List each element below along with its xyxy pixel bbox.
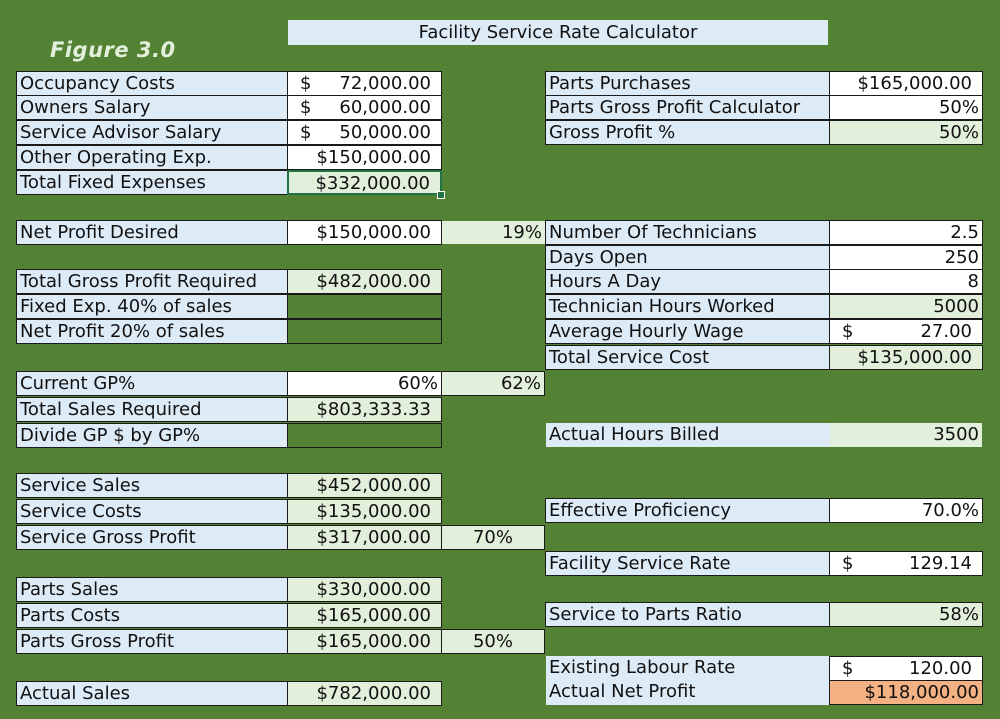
label-total-service-cost[interactable]: Total Service Cost [545, 345, 831, 370]
value-total-gross-profit-required[interactable]: $482,000.00 [287, 269, 442, 294]
calculator-title: Facility Service Rate Calculator [288, 20, 828, 45]
label-days-open[interactable]: Days Open [545, 245, 831, 270]
value-effective-proficiency[interactable]: 70.0% [829, 498, 983, 523]
label-service-gross-profit[interactable]: Service Gross Profit [16, 525, 289, 550]
currency-symbol: $ [842, 658, 854, 679]
label-total-sales-required[interactable]: Total Sales Required [16, 397, 289, 422]
currency-symbol: $ [300, 122, 312, 143]
label-facility-service-rate[interactable]: Facility Service Rate [545, 551, 831, 576]
value-total-sales-required[interactable]: $803,333.33 [287, 397, 442, 422]
value-service-gross-profit[interactable]: $317,000.00 [287, 525, 442, 550]
label-actual-net-profit[interactable]: Actual Net Profit [546, 680, 830, 705]
value-net-profit-desired[interactable]: $150,000.00 [287, 220, 442, 245]
value-current-gp[interactable]: 60% [287, 371, 442, 396]
value-net-profit-20pct[interactable] [287, 319, 442, 344]
label-net-profit-20pct[interactable]: Net Profit 20% of sales [16, 319, 289, 344]
value-service-advisor-salary[interactable]: $50,000.00 [287, 120, 442, 145]
fill-handle[interactable] [437, 191, 445, 199]
currency-symbol: $ [842, 321, 854, 342]
label-parts-gross-profit[interactable]: Parts Gross Profit [16, 629, 289, 654]
value-facility-service-rate[interactable]: $129.14 [829, 551, 983, 576]
label-parts-costs[interactable]: Parts Costs [16, 603, 289, 628]
value-total-fixed-expenses-selected[interactable]: $332,000.00 [287, 170, 442, 195]
label-divide-gp[interactable]: Divide GP $ by GP% [16, 423, 289, 448]
value-service-sales[interactable]: $452,000.00 [287, 473, 442, 498]
value-owners-salary[interactable]: $60,000.00 [287, 95, 442, 120]
label-service-sales[interactable]: Service Sales [16, 473, 289, 498]
value-parts-purchases[interactable]: $165,000.00 [829, 71, 983, 96]
currency-symbol: $ [842, 553, 854, 574]
label-average-hourly-wage[interactable]: Average Hourly Wage [545, 319, 831, 344]
label-number-of-technicians[interactable]: Number Of Technicians [545, 220, 831, 245]
value-other-operating-exp[interactable]: $150,000.00 [287, 145, 442, 170]
figure-label: Figure 3.0 [50, 38, 176, 62]
value-gross-profit-pct[interactable]: 50% [829, 120, 983, 145]
label-net-profit-desired[interactable]: Net Profit Desired [16, 220, 289, 245]
value-actual-sales[interactable]: $782,000.00 [287, 681, 442, 706]
value-actual-net-profit[interactable]: $118,000.00 [829, 680, 983, 705]
label-technician-hours-worked[interactable]: Technician Hours Worked [545, 294, 831, 319]
label-parts-gp-calculator[interactable]: Parts Gross Profit Calculator [545, 95, 831, 120]
label-actual-hours-billed[interactable]: Actual Hours Billed [546, 423, 830, 447]
label-service-advisor-salary[interactable]: Service Advisor Salary [16, 120, 289, 145]
currency-symbol: $ [300, 73, 312, 94]
value-divide-gp[interactable] [287, 423, 442, 448]
value-number-of-technicians[interactable]: 2.5 [829, 220, 983, 245]
value-parts-gross-profit[interactable]: $165,000.00 [287, 629, 442, 654]
label-fixed-exp-40pct[interactable]: Fixed Exp. 40% of sales [16, 294, 289, 319]
label-effective-proficiency[interactable]: Effective Proficiency [545, 498, 831, 523]
label-gross-profit-pct[interactable]: Gross Profit % [545, 120, 831, 145]
value-parts-gp-calculator[interactable]: 50% [829, 95, 983, 120]
pct-current-gp[interactable]: 62% [441, 371, 545, 396]
value-total-service-cost[interactable]: $135,000.00 [829, 345, 983, 370]
label-current-gp[interactable]: Current GP% [16, 371, 289, 396]
label-hours-a-day[interactable]: Hours A Day [545, 269, 831, 294]
value-parts-costs[interactable]: $165,000.00 [287, 603, 442, 628]
pct-net-profit-desired[interactable]: 19% [442, 221, 545, 244]
value-service-costs[interactable]: $135,000.00 [287, 499, 442, 524]
value-occupancy-costs[interactable]: $72,000.00 [287, 71, 442, 96]
value-parts-sales[interactable]: $330,000.00 [287, 577, 442, 602]
pct-parts-gross-profit[interactable]: 50% [441, 629, 545, 654]
value-average-hourly-wage[interactable]: $27.00 [829, 319, 983, 344]
value-fixed-exp-40pct[interactable] [287, 294, 442, 319]
value-hours-a-day[interactable]: 8 [829, 269, 983, 294]
label-service-to-parts-ratio[interactable]: Service to Parts Ratio [545, 602, 831, 627]
label-existing-labour-rate[interactable]: Existing Labour Rate [546, 656, 830, 681]
label-service-costs[interactable]: Service Costs [16, 499, 289, 524]
pct-service-gross-profit[interactable]: 70% [441, 525, 545, 550]
value-days-open[interactable]: 250 [829, 245, 983, 270]
label-occupancy-costs[interactable]: Occupancy Costs [16, 71, 289, 96]
label-owners-salary[interactable]: Owners Salary [16, 95, 289, 120]
label-other-operating-exp[interactable]: Other Operating Exp. [16, 145, 289, 170]
value-service-to-parts-ratio[interactable]: 58% [829, 602, 983, 627]
currency-symbol: $ [300, 97, 312, 118]
value-actual-hours-billed[interactable]: 3500 [830, 423, 982, 447]
label-total-gross-profit-required[interactable]: Total Gross Profit Required [16, 269, 289, 294]
value-existing-labour-rate[interactable]: $120.00 [829, 656, 983, 681]
label-parts-sales[interactable]: Parts Sales [16, 577, 289, 602]
label-total-fixed-expenses[interactable]: Total Fixed Expenses [16, 170, 289, 195]
value-technician-hours-worked[interactable]: 5000 [829, 294, 983, 319]
label-parts-purchases[interactable]: Parts Purchases [545, 71, 831, 96]
label-actual-sales[interactable]: Actual Sales [16, 681, 289, 706]
